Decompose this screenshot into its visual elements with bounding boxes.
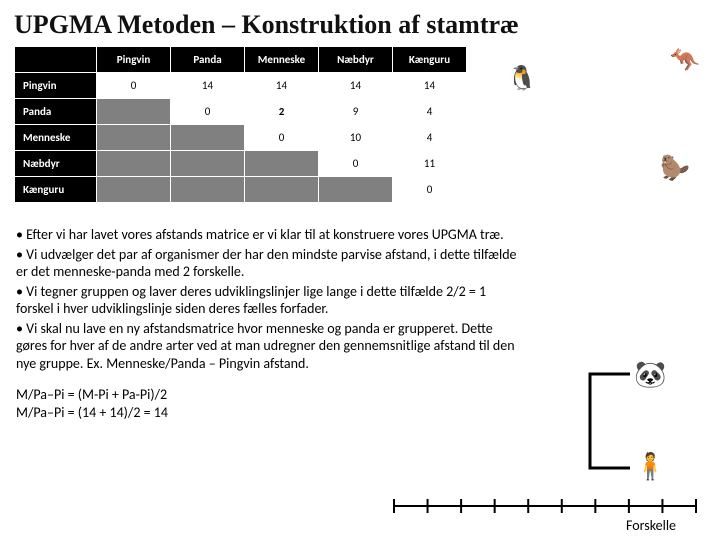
row-header: Næbdyr [15,151,97,177]
matrix-cell [97,177,171,203]
bullet-text: • Efter vi har lavet vores afstands matr… [0,216,540,372]
col-header: Pingvin [97,47,171,73]
matrix-cell: 14 [319,73,393,99]
matrix-cell: 9 [319,99,393,125]
matrix-cell [97,151,171,177]
penguin-icon: 🐧 [507,64,537,93]
matrix-cell [245,151,319,177]
bullet-line: • Efter vi har lavet vores afstands matr… [16,226,524,244]
matrix-cell: 0 [171,99,245,125]
row-header: Menneske [15,125,97,151]
animal-images: 🐧 🦘 🦫 [467,46,706,216]
matrix-cell [97,99,171,125]
axis-label: Forskelle [626,517,676,534]
page-title: UPGMA Metoden – Konstruktion af stamtræ [0,0,720,46]
matrix-cell [319,177,393,203]
matrix-cell: 10 [319,125,393,151]
corner-cell [15,47,97,73]
row-header: Kænguru [15,177,97,203]
matrix-cell: 0 [97,73,171,99]
matrix-cell: 0 [245,125,319,151]
row-header: Pingvin [15,73,97,99]
bullet-line: • Vi udvælger det par af organismer der … [16,246,524,281]
matrix-cell [245,177,319,203]
col-header: Næbdyr [319,47,393,73]
bullet-line: • Vi skal nu lave en ny afstandsmatrice … [16,320,524,373]
matrix-cell [171,125,245,151]
col-header: Menneske [245,47,319,73]
grouping-diagram: 🐼 🧍 [570,346,700,496]
matrix-cell: 14 [245,73,319,99]
matrix-cell: 0 [393,177,467,203]
col-header: Kænguru [393,47,467,73]
matrix-cell: 14 [393,73,467,99]
distance-matrix: PingvinPandaMenneskeNæbdyrKænguru Pingvi… [14,46,467,203]
matrix-cell [171,177,245,203]
matrix-cell: 14 [171,73,245,99]
platypus-icon: 🦫 [660,154,690,183]
axis: Forskelle [390,496,700,530]
matrix-cell: 11 [393,151,467,177]
matrix-cell: 2 [245,99,319,125]
matrix-cell [97,125,171,151]
panda-icon: 🐼 [634,358,666,390]
kangaroo-icon: 🦘 [670,46,700,75]
col-header: Panda [171,47,245,73]
matrix-cell: 4 [393,125,467,151]
matrix-cell: 4 [393,99,467,125]
human-icon: 🧍 [634,450,666,482]
matrix-region: PingvinPandaMenneskeNæbdyrKænguru Pingvi… [0,46,720,216]
matrix-cell: 0 [319,151,393,177]
row-header: Panda [15,99,97,125]
matrix-cell [171,151,245,177]
bullet-line: • Vi tegner gruppen og laver deres udvik… [16,283,524,318]
